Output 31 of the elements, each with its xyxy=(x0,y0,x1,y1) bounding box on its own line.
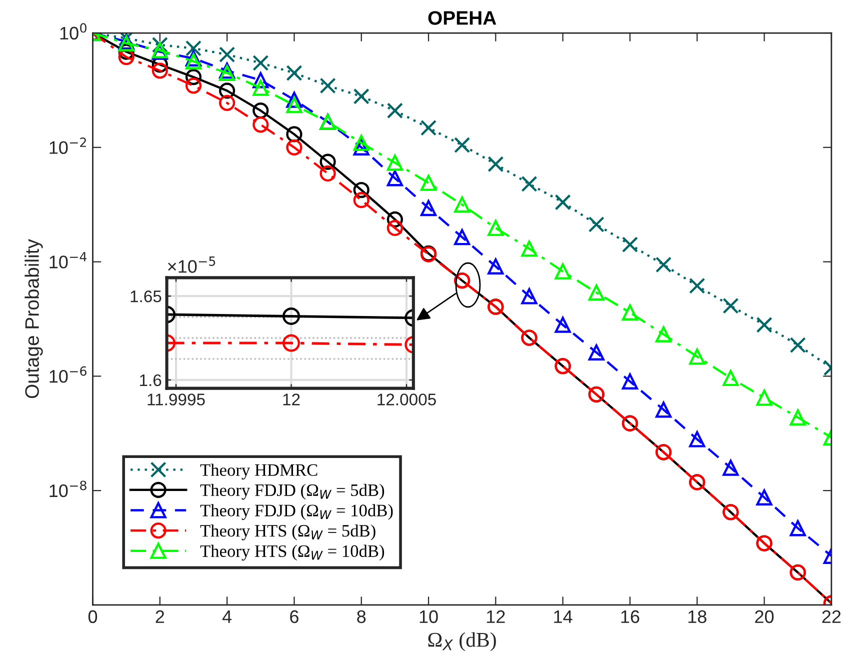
x-tick-label: 18 xyxy=(688,610,706,624)
x-tick-label: 12 xyxy=(283,394,300,406)
y-axis-title: Outage Probability xyxy=(24,239,43,398)
y-tick-label: 10$^{−2}$ xyxy=(50,138,86,154)
x-tick-label: 0 xyxy=(88,610,98,624)
x-tick-label: 10 xyxy=(420,610,438,624)
x-tick-label: 8 xyxy=(357,610,366,624)
x-tick-label: 2 xyxy=(156,610,164,623)
legend-label: Theory FDJD (Ω$_{W}$ = 5dB) xyxy=(200,484,384,500)
y-tick-label: 10$^{−4}$ xyxy=(50,252,87,268)
x-tick-label: 12 xyxy=(487,610,505,623)
x-tick-label: 4 xyxy=(222,610,232,623)
legend-label: Theory HTS (Ω$_{W}$ = 5dB) xyxy=(200,524,376,540)
annotation: ×10$^{−5}$ xyxy=(168,256,216,273)
x-tick-label: 14 xyxy=(554,610,572,623)
legend-label: Theory HDMRC xyxy=(200,464,318,480)
y-tick-label: 1.65 xyxy=(130,290,162,302)
y-tick-label: 10$^{−8}$ xyxy=(50,480,86,498)
y-tick-label: 1.6 xyxy=(140,374,162,386)
x-tick-label: 16 xyxy=(621,610,640,624)
x-tick-label: 12.0005 xyxy=(378,394,436,406)
x-tick-label: 6 xyxy=(290,610,298,624)
legend-label: Theory FDJD (Ω$_{W}$ = 10dB) xyxy=(200,504,393,520)
x-tick-label: 22 xyxy=(822,610,841,623)
chart-title: OPEHA xyxy=(428,11,496,25)
x-tick-label: 20 xyxy=(755,610,774,624)
y-tick-label: 10$^{0}$ xyxy=(60,23,86,40)
y-tick-label: 10$^{−6}$ xyxy=(50,366,86,383)
x-axis-title: Ω$_{X}$ (dB) xyxy=(428,632,496,652)
legend-label: Theory HTS (Ω$_{W}$ = 10dB) xyxy=(200,544,384,561)
x-tick-label: 11.9995 xyxy=(148,394,205,406)
